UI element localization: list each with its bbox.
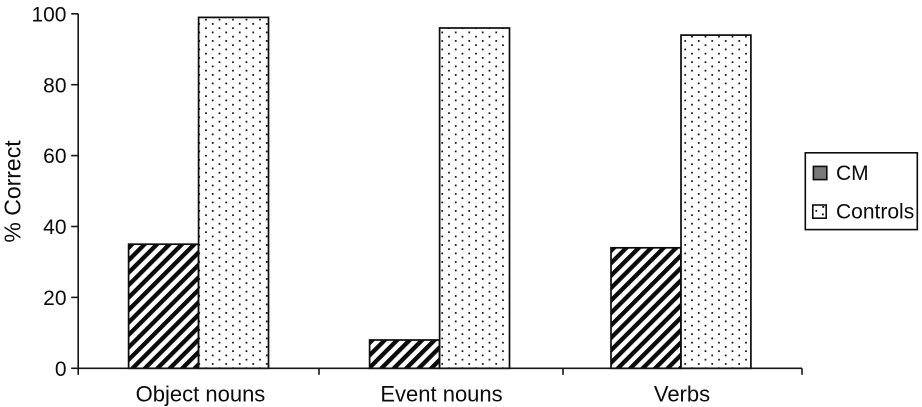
- svg-text:CM: CM: [836, 162, 869, 185]
- svg-text:% Correct: % Correct: [0, 140, 26, 243]
- svg-text:80: 80: [43, 74, 66, 97]
- svg-text:0: 0: [55, 358, 67, 381]
- svg-text:100: 100: [31, 3, 66, 26]
- svg-text:40: 40: [43, 216, 66, 239]
- svg-text:60: 60: [43, 145, 66, 168]
- svg-text:20: 20: [43, 287, 66, 310]
- svg-text:Object nouns: Object nouns: [136, 382, 266, 407]
- svg-text:Verbs: Verbs: [654, 382, 710, 407]
- svg-text:Controls: Controls: [836, 200, 914, 223]
- svg-text:Event nouns: Event nouns: [380, 382, 502, 407]
